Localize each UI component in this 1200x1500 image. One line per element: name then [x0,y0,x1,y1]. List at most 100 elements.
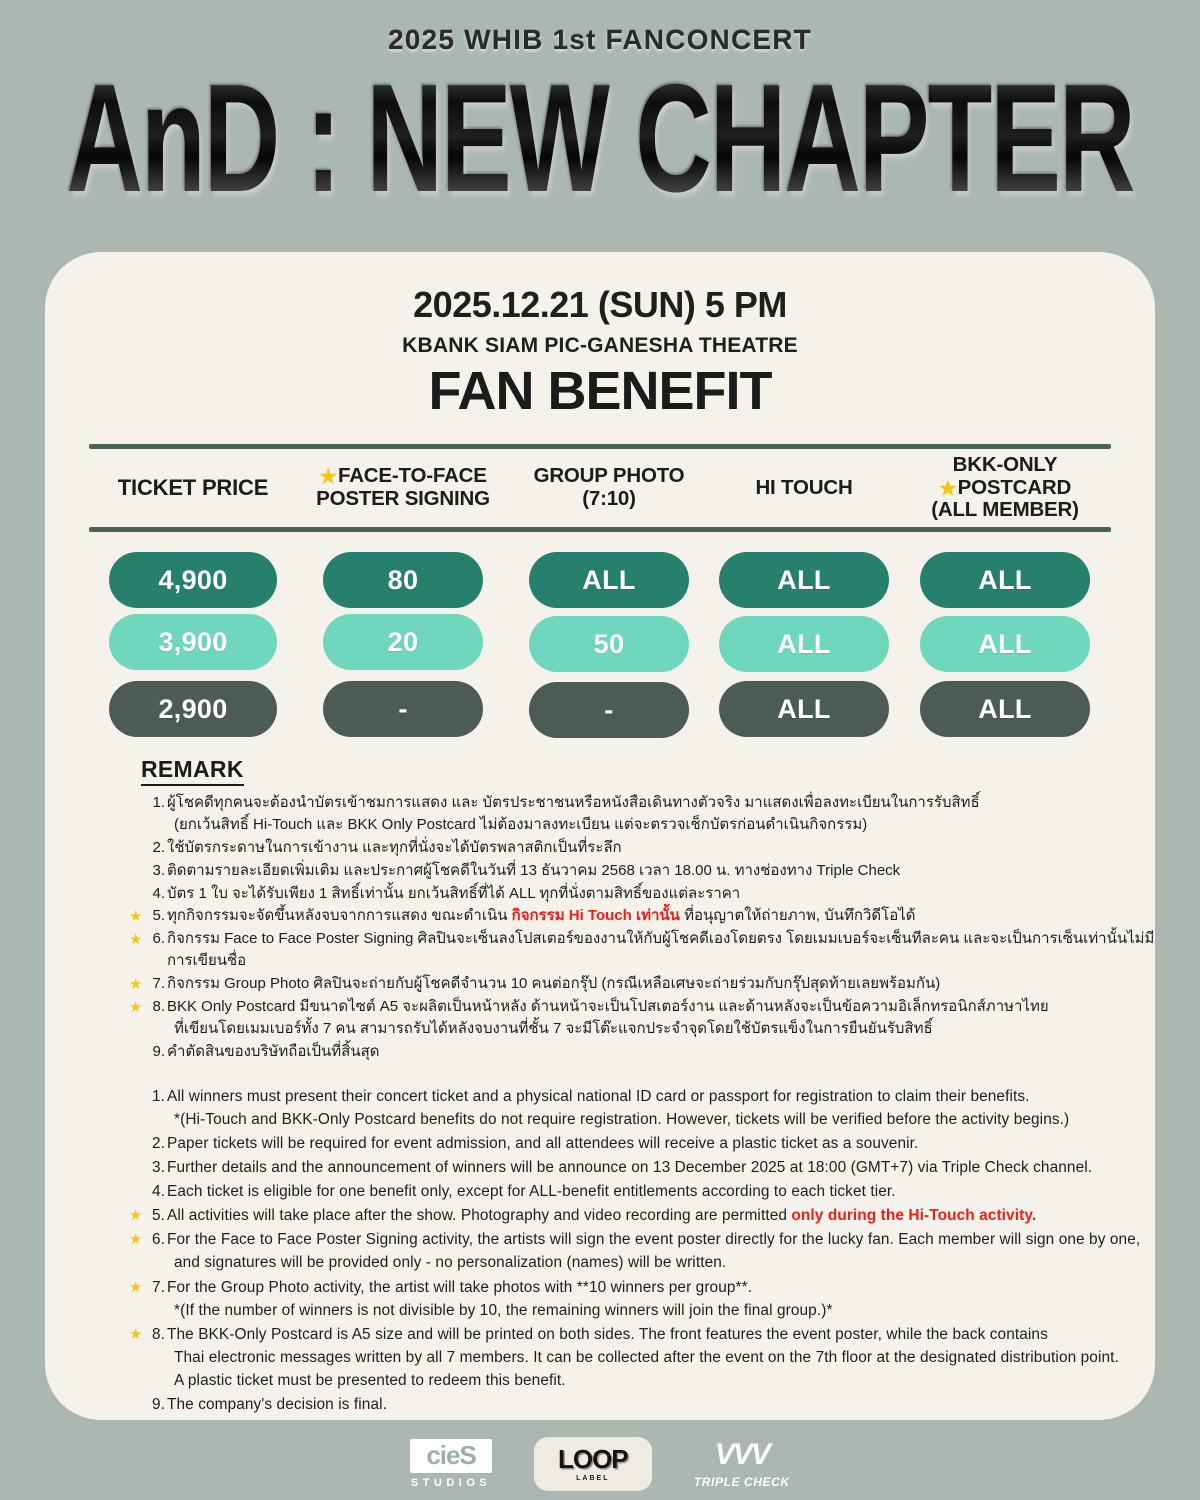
pill-face-to-face: 20 [323,614,483,670]
english-note-item: ★ 8. The BKK-Only Postcard is A5 size and … [129,1323,1155,1392]
pill-ticket-price: 2,900 [109,681,277,737]
english-note-text: Further details and the announcement of … [167,1159,1093,1177]
table-header-ticket-price-label: TICKET PRICE [117,474,269,500]
thai-note-number: 3. [152,861,165,879]
thai-note-number: 1. [152,794,165,811]
thai-note-text: ติดตามรายละเอียดเพิ่มเติม และประกาศผู้โช… [167,861,901,879]
thai-note-item: ★ 7. กิจกรรม Group Photo ศิลปินจะถ่ายกับผู… [129,973,1155,995]
thai-note-text: ใช้บัตรกระดาษในการเข้างาน และทุกที่นั่งจ… [167,838,622,856]
loop-mark: LOOP [557,1444,629,1474]
thai-note-number: 2. [152,838,165,856]
highlighted-text: only during the Hi-Touch activity. [791,1207,1037,1225]
cell-face-to-face: 80 [297,552,509,608]
star-icon: ★ [129,931,143,949]
star-icon: ★ [129,999,143,1017]
english-note-subtext: *(Hi-Touch and BKK-Only Postcard benefit… [174,1110,1070,1128]
cell-hi-touch: ALL [709,552,899,608]
thai-note-number: 4. [152,884,165,902]
thai-note-number: 5. [152,907,165,925]
logo-cies-studios: cieS STUDIOS [410,1438,492,1490]
table-header-ticket-price: TICKET PRICE [89,474,297,501]
table-header-bkk-postcard: BKK-ONLY ★POSTCARD (ALL MEMBER) [899,452,1111,523]
english-note-number: 4. [151,1183,165,1201]
table-row: 3,900 20 50 ALL ALL [89,614,1111,672]
triple-check-mark: VVV [714,1437,771,1471]
table-header-face-to-face: ★FACE-TO-FACE POSTER SIGNING [297,464,509,511]
table-header-postcard-line2: POSTCARD [957,475,1072,499]
cell-group-photo: 50 [509,616,709,672]
loop-box: LOOP LABEL [533,1437,652,1491]
thai-note-text: กิจกรรม Group Photo ศิลปินจะถ่ายกับผู้โช… [167,975,941,993]
thai-note-text: บัตร 1 ใบ จะได้รับเพียง 1 สิทธิ์เท่านั้น… [167,884,741,902]
table-header-group-line2: (7:10) [582,487,636,510]
english-note-item: ★ 6. For the Face to Face Poster Signing a… [129,1228,1155,1274]
table-header-row: TICKET PRICE ★FACE-TO-FACE POSTER SIGNIN… [89,449,1111,527]
cell-hi-touch: ALL [709,616,899,672]
cell-hi-touch: ALL [709,681,899,737]
logo-triple-check: VVV TRIPLE CHECK [693,1437,790,1489]
english-note-item: ★ 7. For the Group Photo activity, the art… [129,1276,1155,1322]
pill-hi-touch: ALL [719,616,889,672]
english-note-number: 8. [151,1325,165,1343]
english-note-text: Paper tickets will be required for event… [167,1134,919,1152]
table-header-hi-touch: HI TOUCH [709,476,899,500]
english-note-item: 3. Further details and the announcement o… [141,1156,1155,1179]
poster-header: 2025 WHIB 1st FANCONCERT AnD : NEW CHAPT… [0,0,1200,252]
thai-note-item: 2. ใช้บัตรกระดาษในการเข้างาน และทุกที่นั่… [141,837,1155,859]
table-row: 2,900 - - ALL ALL [89,680,1111,738]
thai-note-text: กิจกรรม Face to Face Poster Signing ศิลป… [167,930,1155,970]
english-note-item: 9. The company's decision is final. [141,1393,1155,1416]
section-title: FAN BENEFIT [428,361,772,421]
cell-group-photo: - [509,680,709,738]
pill-bkk-postcard: ALL [920,616,1090,672]
english-note-subtext: *(If the number of winners is not divisi… [174,1301,833,1319]
cell-ticket-price: 2,900 [89,681,297,737]
thai-note-item: 1. ผู้โชคดีทุกคนจะต้องนำบัตรเข้าชมการแสดง… [141,792,1155,836]
pill-hi-touch: ALL [719,552,889,608]
remark-block: REMARK 1. ผู้โชคดีทุกคนจะต้องนำบัตรเข้าชม… [129,756,1155,1416]
english-note-text: The company's decision is final. [167,1396,387,1414]
table-header-postcard-line1: BKK-ONLY [952,452,1058,476]
english-note-number: 9. [151,1396,165,1414]
pill-bkk-postcard: ALL [920,552,1090,608]
star-icon: ★ [319,466,338,489]
cell-bkk-postcard: ALL [899,616,1111,672]
pill-group-photo: ALL [529,552,689,608]
star-icon: ★ [129,1325,143,1343]
table-rule-top [89,444,1111,449]
thai-note-text: ผู้โชคดีทุกคนจะต้องนำบัตรเข้าชมการแสดง แ… [167,794,980,811]
thai-note-item: ★ 5. ทุกกิจกรรมจะจัดขึ้นหลังจบจากการแสดง ข… [129,905,1155,927]
thai-note-item: 4. บัตร 1 ใบ จะได้รับเพียง 1 สิทธิ์เท่านั… [141,883,1155,905]
thai-note-text: ทุกกิจกรรมจะจัดขึ้นหลังจบจากการแสดง ขณะด… [167,907,916,925]
triple-check-word: TRIPLE CHECK [693,1474,790,1489]
table-header-f2f-line1: FACE-TO-FACE [338,464,487,488]
thai-note-number: 6. [152,930,165,948]
english-note-item: 4. Each ticket is eligible for one benefi… [141,1180,1155,1203]
star-icon: ★ [938,477,957,500]
event-subtitle: 2025 WHIB 1st FANCONCERT [388,24,812,55]
english-note-text: The BKK-Only Postcard is A5 size and wil… [167,1325,1048,1343]
thai-note-subtext: (ยกเว้นสิทธิ์ Hi-Touch และ BKK Only Post… [174,815,868,833]
thai-note-item: ★ 6. กิจกรรม Face to Face Poster Signing ศ… [129,928,1155,972]
pill-hi-touch: ALL [719,681,889,737]
english-note-text: For the Face to Face Poster Signing acti… [167,1231,1141,1249]
pill-face-to-face: - [323,681,483,737]
thai-note-item: 9. คำตัดสินของบริษัทถือเป็นที่สิ้นสุด [141,1041,1155,1063]
star-icon: ★ [129,1231,143,1249]
english-note-text: All winners must present their concert t… [167,1087,1030,1105]
cies-word: STUDIOS [410,1477,492,1490]
pill-ticket-price: 4,900 [109,552,277,608]
english-note-number: 2. [151,1134,165,1152]
star-icon: ★ [129,908,143,926]
english-note-number: 5. [151,1207,165,1225]
cell-bkk-postcard: ALL [899,681,1111,737]
highlighted-text: กิจกรรม Hi Touch เท่านั้น [511,907,680,925]
cies-mark: cieS [410,1438,492,1474]
thai-note-number: 7. [152,975,165,993]
thai-note-text: BKK Only Postcard มีขนาดไซต์ A5 จะผลิตเป… [167,998,1049,1016]
table-header-postcard-line3: (ALL MEMBER) [931,498,1079,522]
table-header-f2f-line2: POSTER SIGNING [316,487,490,510]
english-note-text: Each ticket is eligible for one benefit … [167,1183,896,1201]
table-rule-bottom [89,527,1111,532]
cell-ticket-price: 4,900 [89,552,297,608]
